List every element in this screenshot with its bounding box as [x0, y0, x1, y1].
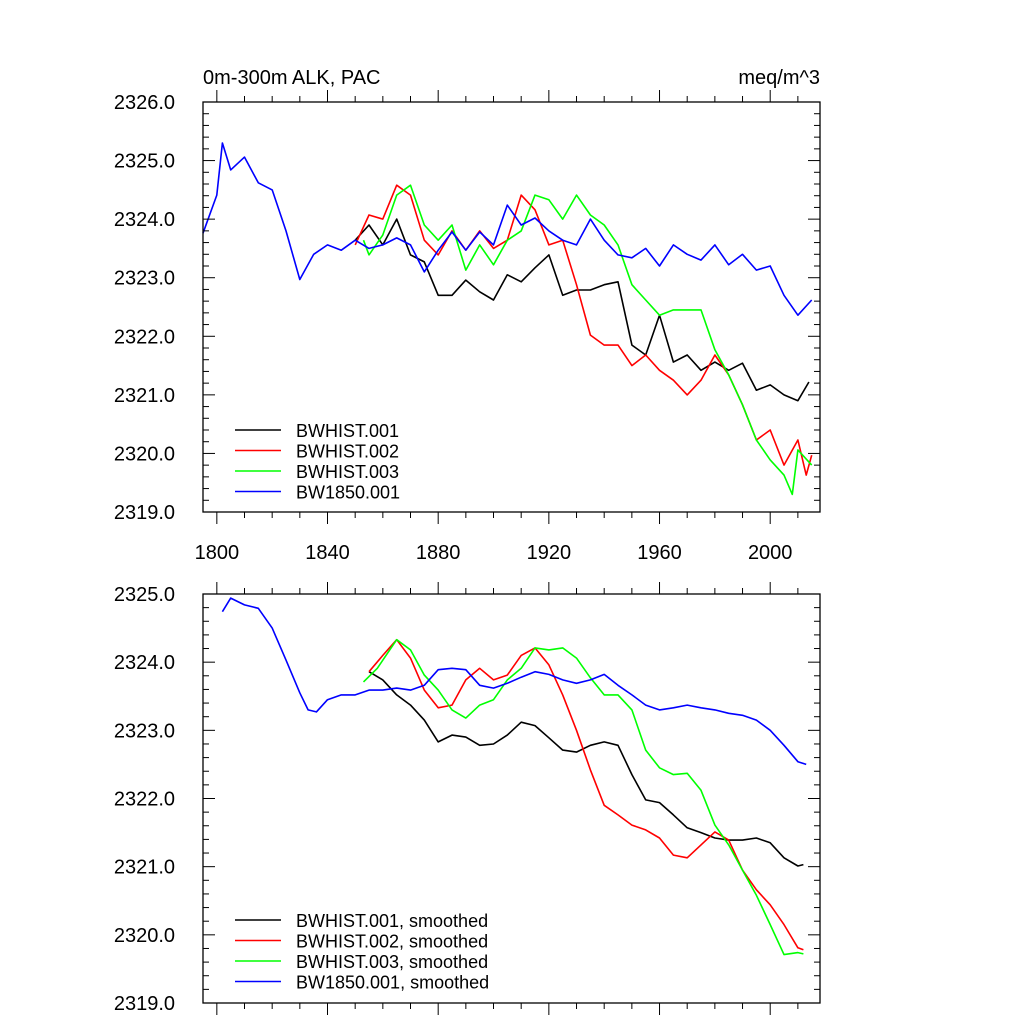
y-tick-label: 2320.0	[114, 443, 175, 465]
y-tick-label: 2324.0	[114, 652, 175, 674]
legend-label-1: BWHIST.001, smoothed	[296, 911, 488, 931]
y-tick-label: 2325.0	[114, 151, 175, 173]
legend-label-2: BWHIST.002, smoothed	[296, 932, 488, 952]
legend-label-1: BWHIST.001	[296, 421, 399, 441]
y-tick-label: 2321.0	[114, 385, 175, 407]
y-tick-label: 2321.0	[114, 857, 175, 879]
x-tick-label: 1920	[527, 542, 572, 564]
legend-label-3: BWHIST.003	[296, 462, 399, 482]
legend-label-3: BWHIST.003, smoothed	[296, 952, 488, 972]
y-tick-label: 2319.0	[114, 502, 175, 524]
chart-title: 0m-300m ALK, PAC	[203, 67, 380, 89]
series-line-2	[354, 184, 813, 476]
series-line-4	[221, 597, 807, 766]
series-line-3	[362, 184, 813, 496]
legend-label-4: BW1850.001	[296, 483, 400, 503]
y-tick-label: 2320.0	[114, 925, 175, 947]
plot-frame	[202, 101, 821, 513]
x-tick-label: 2000	[748, 542, 793, 564]
y-tick-label: 2322.0	[114, 326, 175, 348]
x-tick-label: 1960	[637, 542, 682, 564]
chart-units: meq/m^3	[738, 67, 820, 89]
y-tick-label: 2322.0	[114, 789, 175, 811]
y-tick-label: 2323.0	[114, 268, 175, 290]
bottom-panel: 2319.0 2320.0 2321.0 2322.0 2323.0 2324.0 2325…	[114, 582, 821, 1015]
y-tick-label: 2319.0	[114, 993, 175, 1015]
legend-label-4: BW1850.001, smoothed	[296, 973, 489, 993]
series-line-4	[202, 142, 813, 317]
y-tick-label: 2326.0	[114, 92, 175, 114]
legend-label-2: BWHIST.002	[296, 442, 399, 462]
y-tick-label: 2324.0	[114, 209, 175, 231]
x-tick-label: 1840	[305, 542, 350, 564]
series-line-1	[354, 218, 810, 402]
series-line-3	[362, 638, 804, 956]
y-tick-label: 2325.0	[114, 584, 175, 606]
x-tick-label: 1800	[195, 542, 240, 564]
y-tick-label: 2323.0	[114, 720, 175, 742]
series-line-1	[368, 671, 804, 867]
x-tick-label: 1880	[416, 542, 461, 564]
top-panel: 1800 1840 1880 1920 1960 2000 2319.0 2320.0 2321…	[114, 90, 821, 564]
